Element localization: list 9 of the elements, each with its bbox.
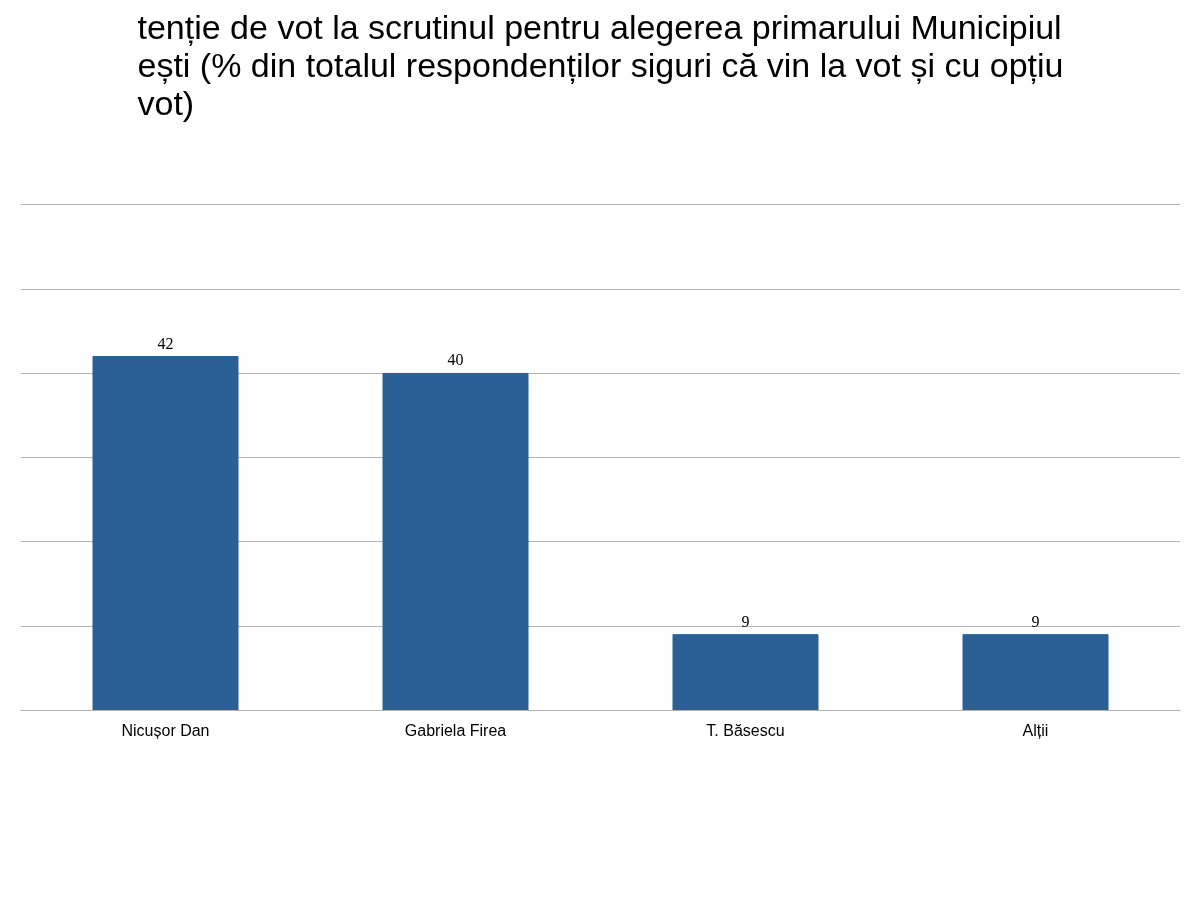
- x-tick-label: Alții: [1022, 721, 1049, 739]
- x-tick-label: Gabriela Firea: [404, 721, 507, 739]
- data-label: 9: [741, 612, 750, 630]
- x-tick-label: T. Băsescu: [706, 721, 785, 739]
- data-label: 40: [447, 351, 464, 369]
- data-label: 9: [1031, 612, 1040, 630]
- x-tick-label: Nicușor Dan: [121, 721, 210, 739]
- chart-title: tenție de vot la scrutinul pentru alegerea primarului Municipiul ești (% din totalul respondenților siguri că vin la vot și cu opțiu vot): [137, 7, 1064, 122]
- data-label: 42: [157, 334, 174, 352]
